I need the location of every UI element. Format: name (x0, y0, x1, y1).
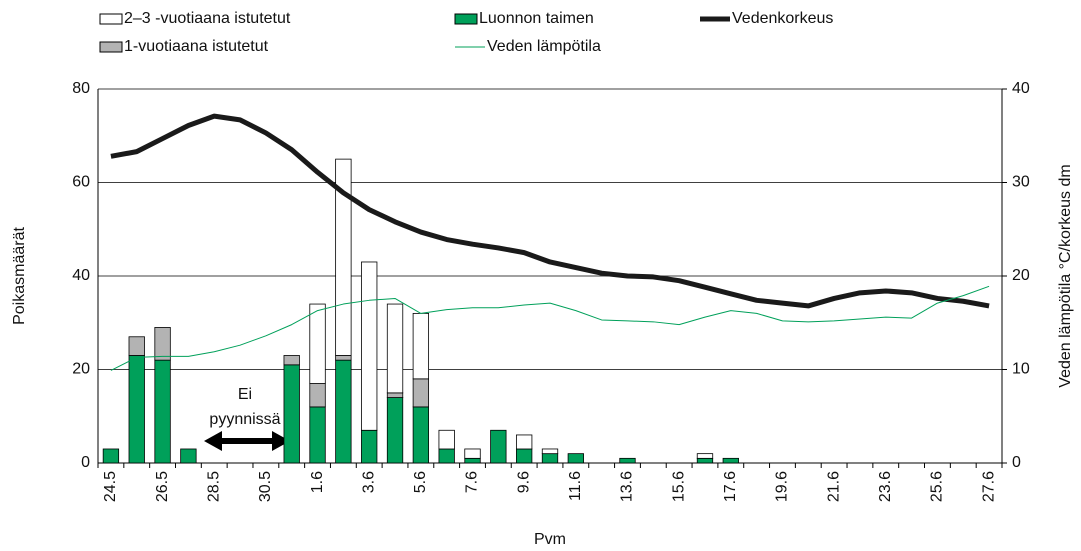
bar (619, 457, 636, 464)
bar (309, 406, 326, 464)
y-axis-label: Poikasmäärät (11, 227, 28, 325)
x-tick-label: 3.6 (360, 471, 377, 493)
x-tick-label: 17.6 (722, 471, 739, 502)
bar (361, 429, 378, 464)
y2-tick-label: 20 (1012, 267, 1030, 284)
annotation: Ei (238, 386, 252, 403)
y2-axis-label: Veden lämpötila °C/korkeus dm (1057, 164, 1074, 387)
y2-tick-label: 40 (1012, 80, 1030, 97)
legend-swatch (99, 13, 123, 25)
bar (541, 448, 559, 455)
y2-tick-label: 30 (1012, 174, 1030, 191)
bar (283, 364, 300, 464)
x-tick-label: 28.5 (205, 471, 222, 502)
annotation-arrow (204, 431, 290, 451)
bar (102, 448, 120, 464)
legend-label: Veden lämpötila (487, 38, 601, 55)
bar (335, 355, 352, 361)
bar (464, 457, 481, 464)
y2-tick-label: 0 (1012, 454, 1021, 471)
bar (283, 355, 300, 366)
y-tick-label: 80 (72, 80, 90, 97)
bar (180, 448, 197, 464)
x-tick-label: 9.6 (515, 471, 532, 493)
y-tick-label: 20 (72, 361, 90, 378)
bar (386, 392, 404, 398)
x-tick-label: 13.6 (619, 471, 636, 502)
bar (722, 457, 739, 464)
bar (490, 429, 507, 464)
y2-tick-label: 10 (1012, 361, 1030, 378)
bar (361, 261, 378, 431)
bar (516, 448, 533, 464)
bar (386, 303, 404, 394)
legend-label: Vedenkorkeus (732, 10, 833, 27)
x-tick-label: 5.6 (412, 471, 429, 493)
x-tick-label: 11.6 (567, 471, 584, 501)
x-tick-label: 26.5 (154, 471, 171, 502)
bar (412, 312, 430, 380)
bar (309, 303, 326, 384)
bar (541, 453, 559, 464)
bar (438, 448, 455, 464)
legend-label: 1-vuotiaana istutetut (124, 38, 269, 55)
x-tick-label: 27.6 (980, 471, 997, 502)
bar (412, 406, 430, 464)
y-tick-label: 0 (81, 454, 90, 471)
x-tick-label: 1.6 (309, 471, 326, 493)
x-tick-label: 21.6 (825, 471, 842, 502)
bar (309, 383, 326, 408)
bar (335, 359, 352, 464)
x-tick-label: 7.6 (464, 471, 481, 493)
bar (696, 457, 714, 464)
legend-swatch (454, 13, 478, 25)
bar (154, 327, 171, 361)
y-tick-label: 40 (72, 267, 90, 284)
bar (696, 453, 714, 459)
x-tick-label: 25.6 (929, 471, 946, 502)
legend-label: Luonnon taimen (479, 10, 594, 27)
bar (516, 434, 533, 450)
bar (386, 397, 404, 464)
x-tick-label: 30.5 (257, 471, 274, 502)
legend-label: 2–3 -vuotiaana istutetut (124, 10, 291, 27)
x-tick-label: 24.5 (102, 471, 119, 502)
x-tick-label: 23.6 (877, 471, 894, 502)
line (110, 113, 990, 309)
x-axis-label: Pvm (534, 531, 566, 548)
bar (412, 378, 430, 408)
bar (128, 336, 145, 356)
bar (154, 359, 171, 464)
x-tick-label: 19.6 (774, 471, 791, 502)
bar (567, 453, 584, 464)
bar (128, 355, 145, 464)
bar (438, 429, 455, 450)
y-tick-label: 60 (72, 174, 90, 191)
bar (464, 448, 481, 459)
x-tick-label: 15.6 (670, 471, 687, 502)
annotation: pyynnissä (209, 411, 280, 428)
legend-swatch (99, 41, 123, 53)
line (110, 285, 990, 371)
bar (335, 158, 352, 356)
